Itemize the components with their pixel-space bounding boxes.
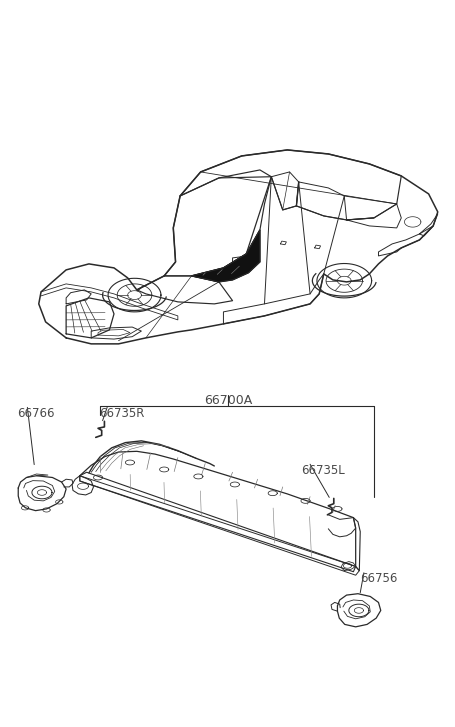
Polygon shape [191, 230, 259, 282]
Text: 66735R: 66735R [99, 406, 145, 419]
Text: 66756: 66756 [359, 572, 397, 585]
Text: 66766: 66766 [17, 406, 55, 419]
Text: 66735L: 66735L [300, 464, 344, 476]
Text: 66700A: 66700A [203, 394, 252, 406]
